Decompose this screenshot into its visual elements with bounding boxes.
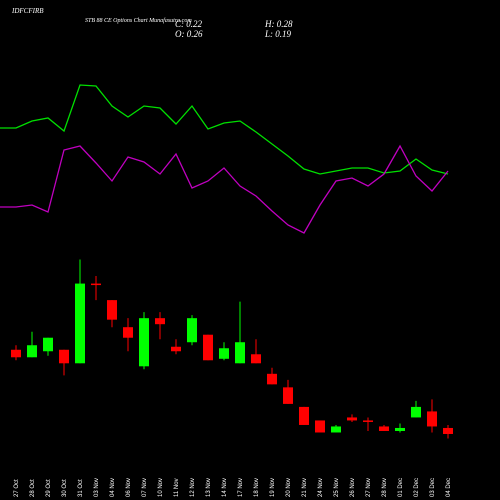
candle-body — [379, 426, 389, 431]
candle-body — [203, 334, 213, 361]
x-tick-label: 14 Nov — [222, 478, 228, 497]
x-tick-label: 24 Nov — [318, 478, 324, 497]
candle-body — [139, 318, 149, 367]
indicator-line — [0, 144, 449, 234]
candle-body — [427, 411, 437, 427]
x-tick-label: 02 Dec — [414, 478, 420, 497]
candle-body — [411, 406, 421, 418]
x-tick-label: 28 Nov — [382, 478, 388, 497]
x-tick-label: 13 Nov — [206, 478, 212, 497]
x-tick-label: 31 Oct — [78, 479, 84, 497]
x-tick-label: 07 Nov — [142, 478, 148, 497]
x-tick-label: 27 Oct — [14, 479, 20, 497]
candle-body — [315, 420, 325, 433]
x-tick-label: 19 Nov — [270, 478, 276, 497]
candle-body — [395, 427, 405, 431]
x-tick-label: 11 Nov — [174, 478, 180, 497]
candle-body — [59, 349, 69, 364]
x-tick-label: 04 Nov — [110, 478, 116, 497]
candle-body — [91, 283, 101, 286]
candle-body — [107, 300, 117, 320]
candle-body — [75, 283, 85, 364]
candle-body — [27, 345, 37, 358]
candle-body — [43, 337, 53, 352]
x-tick-label: 06 Nov — [126, 478, 132, 497]
x-tick-label: 20 Nov — [286, 478, 292, 497]
x-tick-label: 03 Nov — [94, 478, 100, 497]
candle-body — [187, 318, 197, 343]
x-tick-label: 03 Dec — [430, 478, 436, 497]
candle-body — [235, 342, 245, 364]
annotation: H: 0.28 — [264, 19, 293, 29]
candle-body — [251, 354, 261, 364]
annotation: L: 0.19 — [264, 29, 292, 39]
candle-body — [443, 427, 453, 434]
candle-body — [283, 387, 293, 404]
x-tick-label: 26 Nov — [350, 478, 356, 497]
candle-body — [347, 417, 357, 421]
chart-title: IDFCFIRB — [11, 7, 44, 15]
x-tick-label: 30 Oct — [62, 479, 68, 497]
x-tick-label: 17 Nov — [238, 478, 244, 497]
candle-body — [267, 373, 277, 385]
candle-body — [123, 327, 133, 338]
candle-body — [155, 318, 165, 325]
candle-body — [219, 348, 229, 359]
x-tick-label: 01 Dec — [398, 478, 404, 497]
x-tick-label: 18 Nov — [254, 478, 260, 497]
x-tick-label: 28 Oct — [30, 479, 36, 497]
x-tick-label: 10 Nov — [158, 478, 164, 497]
indicator-line — [0, 84, 449, 175]
x-tick-label: 04 Dec — [446, 478, 452, 497]
x-tick-label: 25 Nov — [334, 478, 340, 497]
annotation: O: 0.26 — [175, 29, 203, 39]
candle-body — [299, 406, 309, 425]
candle-body — [331, 426, 341, 433]
x-tick-label: 21 Nov — [302, 478, 308, 497]
candle-body — [171, 346, 181, 352]
x-tick-label: 29 Oct — [46, 479, 52, 497]
x-tick-label: 27 Nov — [366, 478, 372, 497]
chart-subtitle: STB 88 CE Options Chart Munafasutra.com — [85, 17, 192, 24]
x-tick-label: 12 Nov — [190, 478, 196, 497]
candle-body — [363, 420, 373, 422]
annotation: C: 0.22 — [175, 19, 203, 29]
candle-body — [11, 349, 21, 358]
